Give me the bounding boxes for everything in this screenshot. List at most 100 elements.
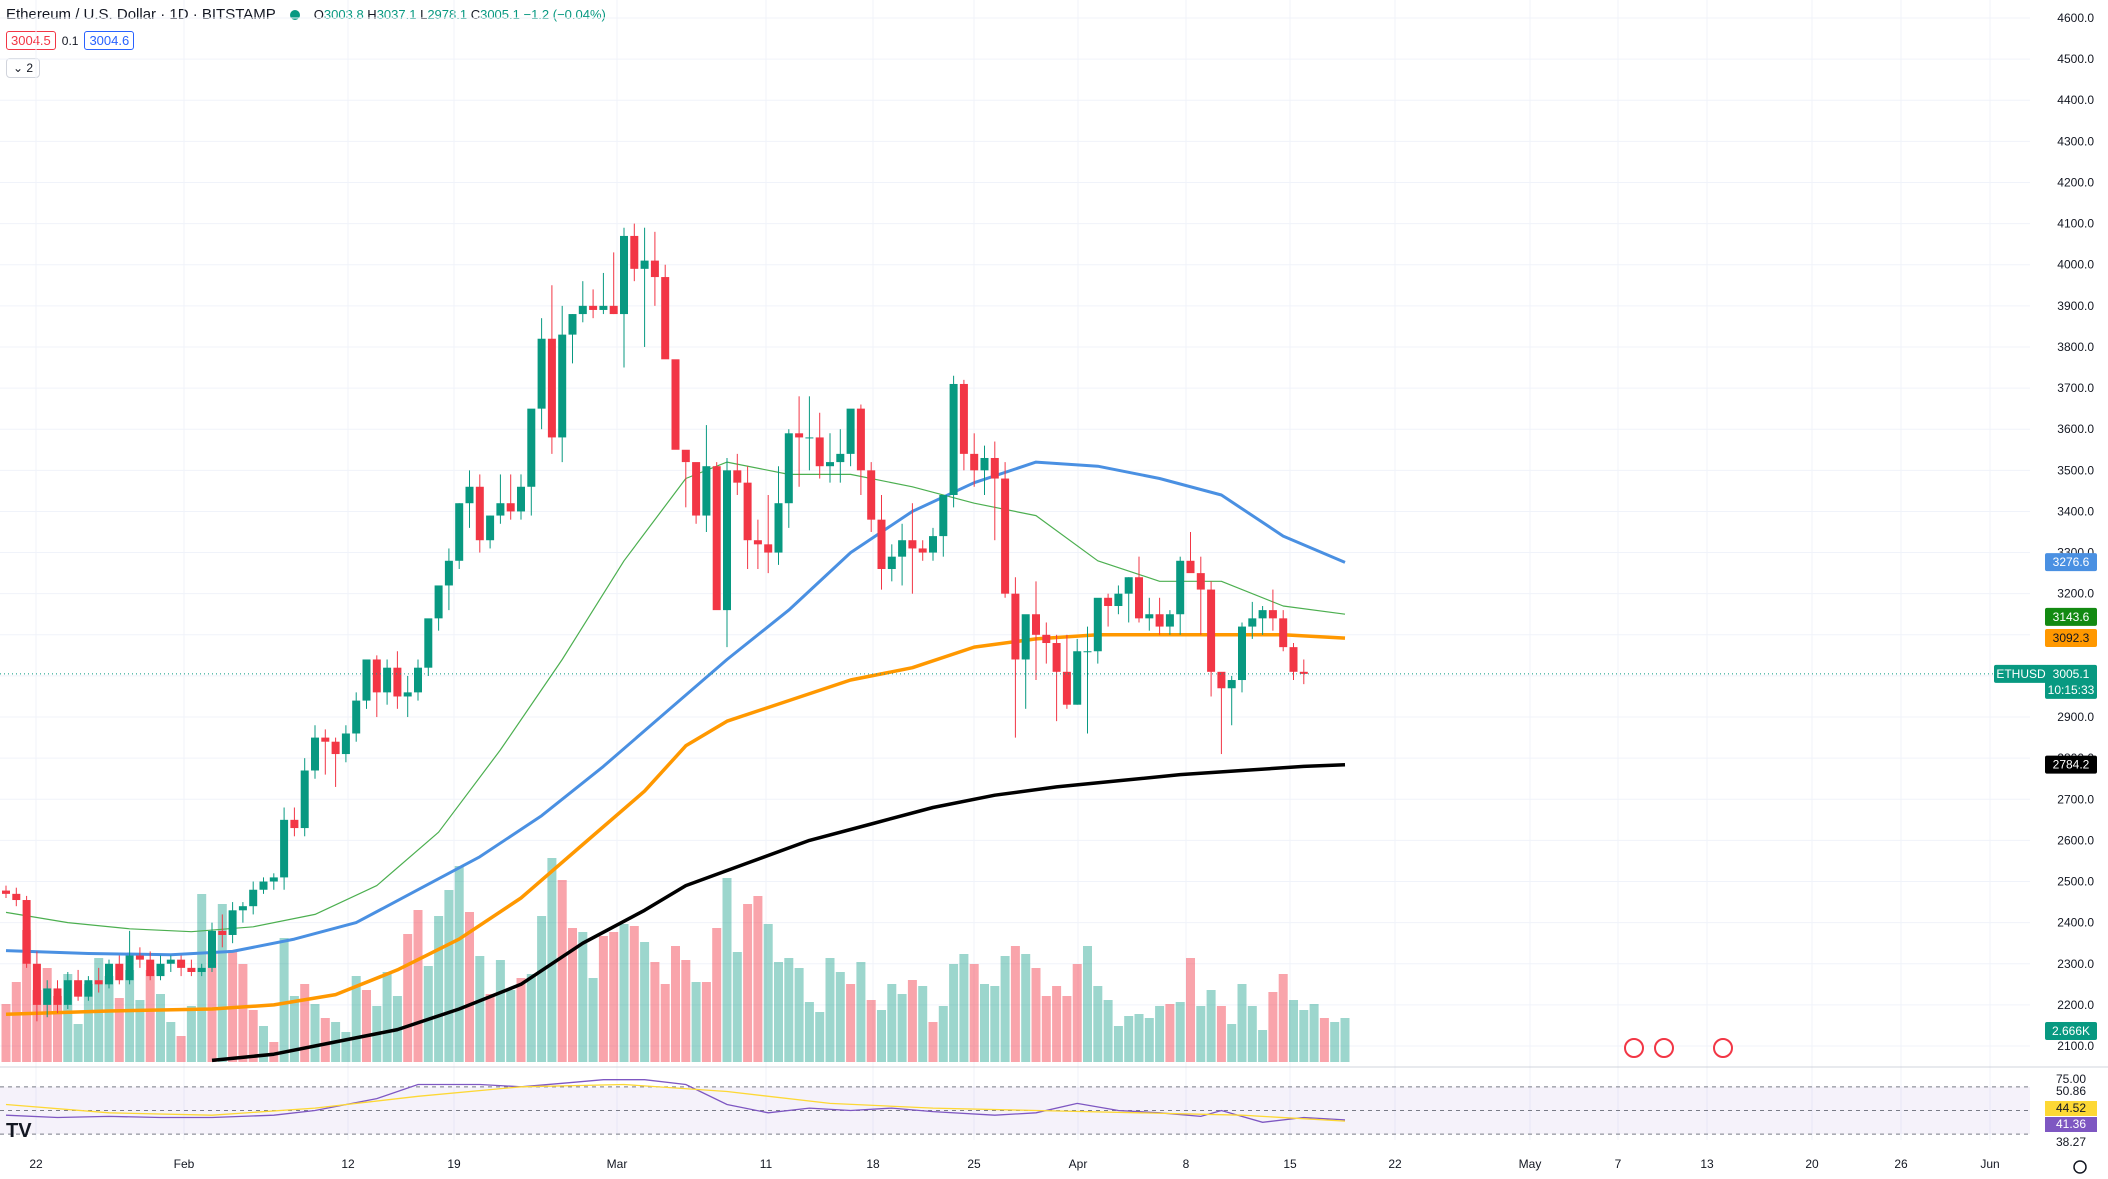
last-price-text: 3005.1 (2053, 667, 2090, 681)
volume-bar (537, 916, 547, 1062)
volume-bar (1330, 1022, 1340, 1062)
candle-body (1083, 651, 1092, 653)
candle-body (733, 470, 742, 483)
candle-body (228, 910, 237, 935)
candle-body (1145, 614, 1154, 619)
y-tick-label: 4000.0 (2057, 258, 2094, 272)
volume-bar (465, 912, 474, 1062)
candle-body (547, 338, 556, 438)
ma20-price-tag (2045, 607, 2097, 626)
candle-body (1135, 577, 1143, 619)
volume-bar (434, 916, 444, 1062)
ma-line (211, 762, 1346, 1063)
volume-bar (1247, 1006, 1257, 1062)
volume-bar (1196, 1006, 1206, 1062)
sell-button[interactable]: 3004.5 (6, 31, 56, 50)
volume-bar (104, 976, 114, 1062)
volume-bar (32, 990, 42, 1062)
volume-bar (712, 928, 722, 1062)
volume-bar (774, 962, 783, 1062)
candle-body (311, 737, 319, 771)
volume-bar (341, 1032, 351, 1062)
indicators-toggle[interactable]: ⌄ 2 (6, 58, 41, 78)
candle-body (434, 585, 443, 619)
volume-bar (907, 980, 917, 1062)
candle-body (836, 453, 845, 463)
candle-body (393, 667, 402, 697)
candle-body (465, 486, 474, 504)
volume-bar (980, 984, 989, 1062)
y-tick-label: 3400.0 (2057, 504, 2094, 518)
candle-body (1176, 560, 1185, 615)
volume-bar (495, 960, 505, 1062)
candle-body (959, 383, 968, 454)
volume-bar (691, 982, 701, 1062)
volume-bar (300, 984, 310, 1062)
candle-body (692, 462, 701, 516)
candle-body (723, 470, 731, 611)
volume-bar (1165, 1004, 1175, 1062)
candle-body (166, 959, 175, 964)
candle-body (1299, 671, 1308, 674)
x-tick-label: 11 (760, 1157, 773, 1171)
volume-bar (578, 932, 588, 1062)
volume-bar (63, 974, 73, 1062)
volume-bar (1299, 1010, 1309, 1062)
candle-body (887, 556, 896, 570)
volume-bar (1175, 1002, 1185, 1062)
volume-bar (722, 878, 732, 1062)
volume-bar (1031, 968, 1041, 1062)
volume-bar (887, 984, 897, 1062)
candle-body (84, 980, 93, 997)
ma200-price-tag-text: 2784.2 (2053, 758, 2090, 772)
symbol-title[interactable]: Ethereum / U.S. Dollar · 1D · BITSTAMP (6, 6, 276, 23)
candle-body (43, 988, 52, 1005)
candle-body (1165, 614, 1174, 627)
candle-body (208, 930, 216, 968)
ma20-price-tag-text: 3143.6 (2053, 610, 2090, 624)
volume-bar (423, 966, 433, 1062)
volume-bar (588, 978, 598, 1062)
volume-bar (681, 960, 691, 1062)
y-tick-label: 3800.0 (2057, 340, 2094, 354)
volume-bar (743, 904, 753, 1062)
candle-body (1196, 573, 1205, 590)
volume-bar (176, 1036, 186, 1062)
candle-body (877, 519, 886, 570)
candle-body (1227, 680, 1236, 689)
candle-body (187, 967, 196, 972)
candle-body (805, 437, 814, 439)
y-tick-label: 2700.0 (2057, 792, 2094, 806)
ma50-price-tag (2045, 553, 2097, 572)
x-tick-label: 18 (866, 1157, 880, 1171)
buy-button[interactable]: 3004.6 (84, 31, 135, 50)
candle-body (1289, 647, 1298, 672)
y-tick-label: 3500.0 (2057, 463, 2094, 477)
volume-bar (526, 974, 536, 1062)
candle-body (414, 667, 422, 693)
candle-body (1011, 593, 1020, 660)
candle-body (867, 470, 876, 520)
us-flag-event-icon (1713, 1038, 1733, 1058)
candle-body (846, 408, 855, 454)
ma100-price-tag-text: 3092.3 (2053, 631, 2090, 645)
candle-body (939, 494, 948, 537)
y-tick-label: 4100.0 (2057, 217, 2094, 231)
x-tick-label: 13 (1700, 1157, 1714, 1171)
volume-bar (1289, 1000, 1298, 1062)
candle-body (32, 963, 41, 1005)
x-tick-label: May (1519, 1157, 1542, 1171)
candle-body (826, 462, 834, 467)
candle-body (568, 314, 577, 335)
volume-bar (928, 1022, 938, 1062)
candle-body (990, 457, 999, 479)
candle-body (1258, 610, 1267, 619)
candle-body (578, 305, 587, 315)
candle-body (918, 548, 927, 553)
rsi-value-tag (2045, 1117, 2097, 1132)
volume-bar (794, 968, 804, 1062)
candle-body (269, 877, 278, 882)
volume-bar (197, 894, 207, 1062)
candle-body (362, 659, 371, 701)
